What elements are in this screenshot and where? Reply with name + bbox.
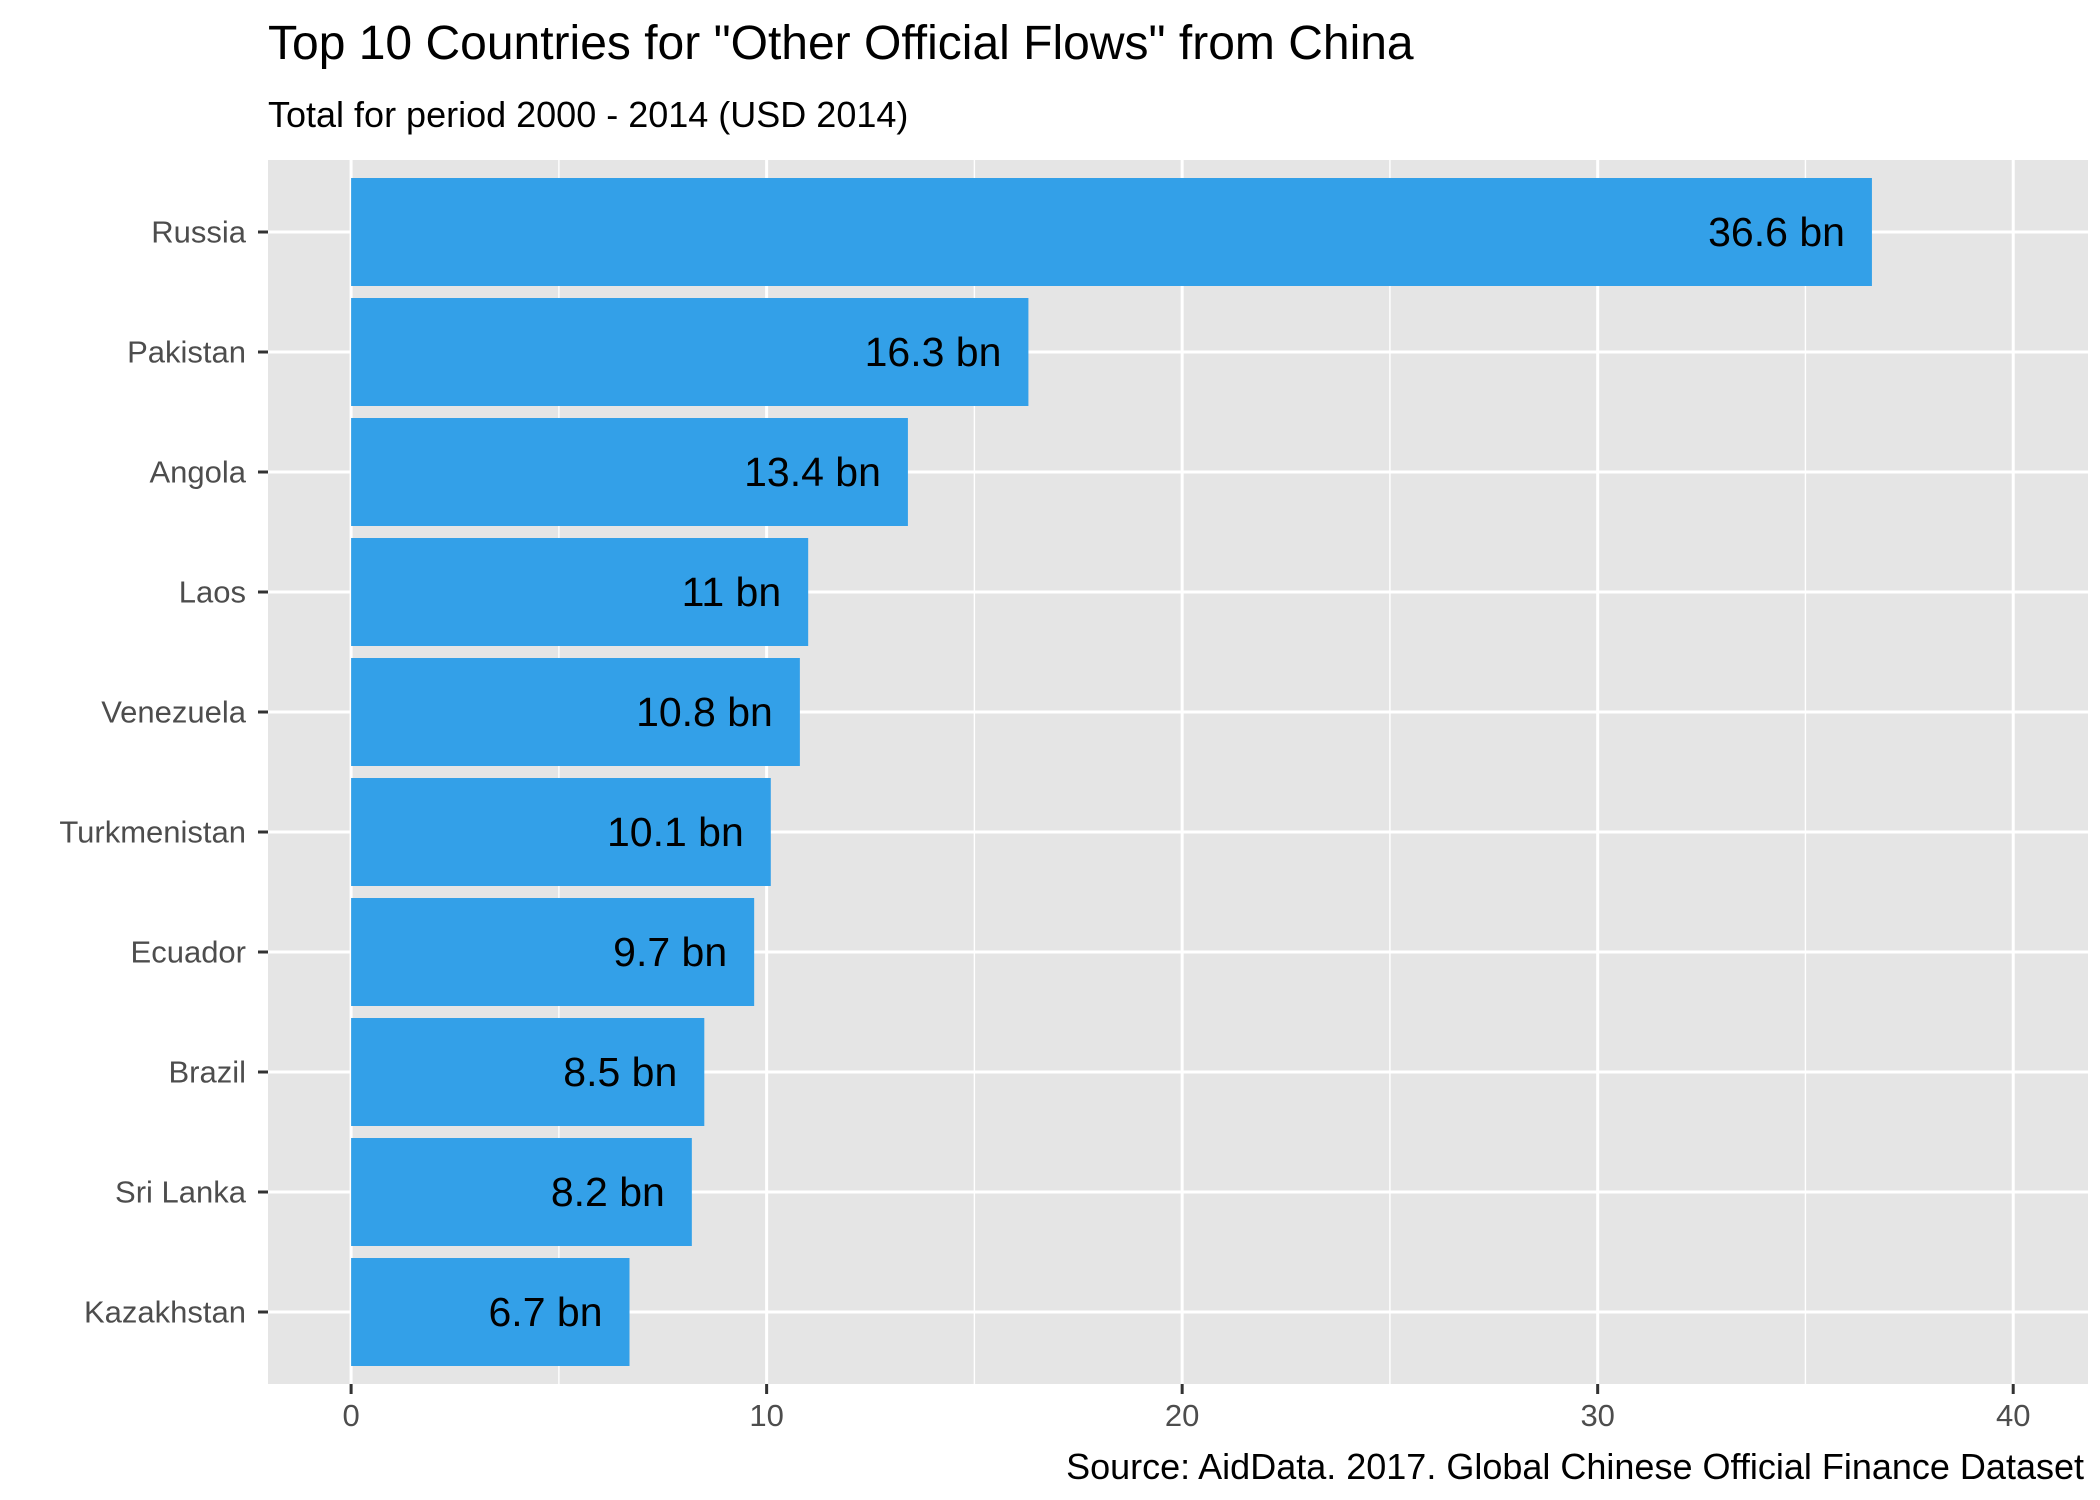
- data-label: 10.8 bn: [636, 689, 773, 735]
- data-label: 9.7 bn: [613, 929, 727, 975]
- x-tick-label: 20: [1165, 1398, 1199, 1433]
- bar: [351, 298, 1029, 406]
- y-tick-label: Sri Lanka: [115, 1175, 247, 1210]
- data-label: 8.5 bn: [563, 1049, 677, 1095]
- y-tick-label: Laos: [179, 575, 246, 610]
- y-axis: Russia Pakistan Angola Laos Venezuela Turkmen…: [59, 215, 268, 1330]
- bar: [351, 778, 771, 886]
- chart-subtitle: Total for period 2000 - 2014 (USD 2014): [268, 94, 909, 135]
- x-axis: 0 10 20 30 40: [342, 1384, 2030, 1433]
- bar: [351, 178, 1872, 286]
- x-tick-label: 30: [1580, 1398, 1614, 1433]
- bars: [351, 178, 1872, 1366]
- source-caption: Source: AidData. 2017. Global Chinese Of…: [1066, 1446, 2084, 1487]
- y-tick-label: Russia: [151, 215, 247, 250]
- data-label: 8.2 bn: [551, 1169, 665, 1215]
- bar: [351, 898, 755, 1006]
- data-label: 11 bn: [682, 569, 782, 615]
- data-label: 6.7 bn: [489, 1289, 603, 1335]
- chart-title: Top 10 Countries for "Other Official Flo…: [268, 17, 1414, 70]
- data-label: 10.1 bn: [607, 809, 744, 855]
- y-tick-label: Turkmenistan: [59, 815, 246, 850]
- x-tick-label: 0: [342, 1398, 359, 1433]
- bar: [351, 418, 908, 526]
- data-labels: 36.6 bn 16.3 bn 13.4 bn 11 bn 10.8 bn 10.1 bn…: [489, 209, 1845, 1335]
- y-tick-label: Angola: [149, 455, 246, 490]
- bar: [351, 538, 809, 646]
- y-tick-label: Pakistan: [127, 335, 246, 370]
- y-tick-label: Brazil: [168, 1055, 246, 1090]
- bar: [351, 1018, 705, 1126]
- data-label: 36.6 bn: [1708, 209, 1845, 255]
- y-tick-label: Venezuela: [101, 695, 247, 730]
- x-tick-label: 10: [749, 1398, 783, 1433]
- bar: [351, 658, 800, 766]
- y-tick-label: Kazakhstan: [84, 1295, 246, 1330]
- bar: [351, 1138, 692, 1246]
- y-tick-label: Ecuador: [131, 935, 246, 970]
- x-tick-label: 40: [1996, 1398, 2030, 1433]
- data-label: 13.4 bn: [744, 449, 881, 495]
- bar: [351, 1258, 630, 1366]
- data-label: 16.3 bn: [865, 329, 1002, 375]
